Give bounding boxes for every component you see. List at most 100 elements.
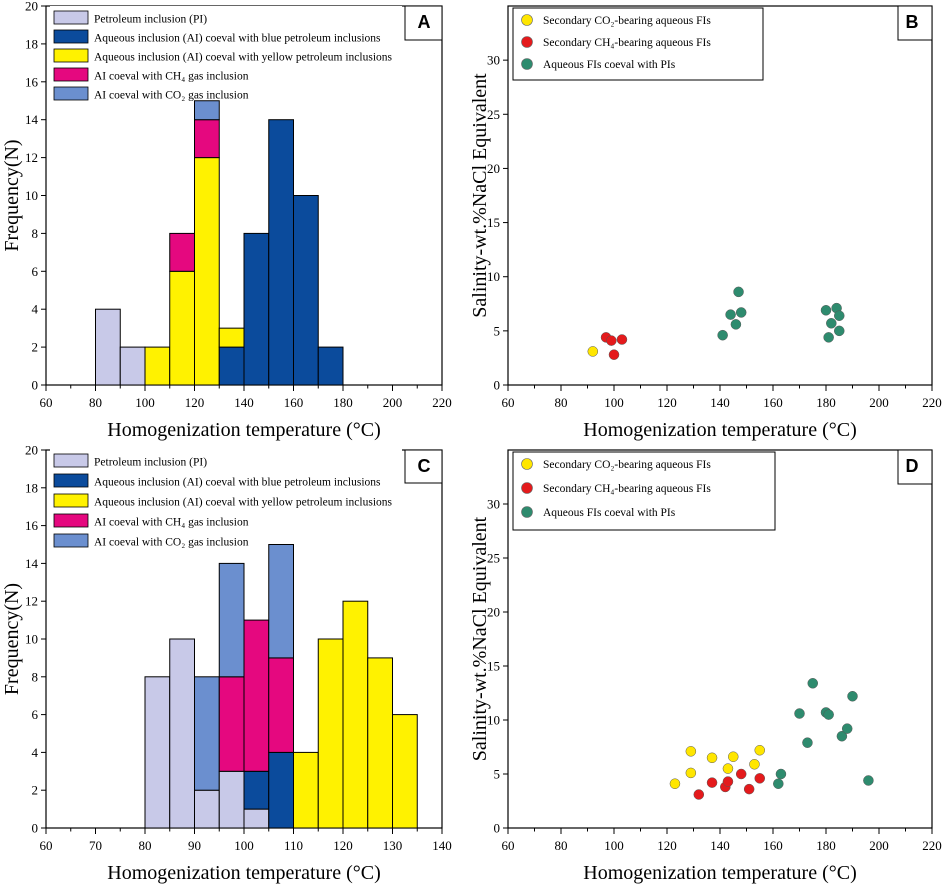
scatter-point xyxy=(685,767,697,779)
scatter-point xyxy=(823,709,834,720)
scatter-point xyxy=(775,768,787,780)
y-tick-label: 18 xyxy=(25,480,38,495)
legend-swatch xyxy=(53,513,89,528)
x-tick-label: 80 xyxy=(89,395,102,410)
legend-label: Secondary CH₄-bearing aqueous FIs xyxy=(543,37,711,49)
legend-marker xyxy=(521,482,533,494)
histogram-bar-segment xyxy=(317,638,344,829)
scatter-point xyxy=(834,310,845,321)
legend-swatch xyxy=(53,493,89,508)
legend-box xyxy=(50,6,402,105)
panel-letter-box xyxy=(404,449,443,484)
panel-letter-box xyxy=(897,5,933,41)
scatter-point xyxy=(773,778,784,789)
y-tick-label: 8 xyxy=(32,669,39,684)
x-tick-label: 60 xyxy=(40,395,53,410)
panel-letter: D xyxy=(906,456,919,476)
histogram-bar-segment xyxy=(268,544,294,659)
scatter-point xyxy=(754,744,765,756)
legend-marker xyxy=(521,458,533,470)
legend-marker xyxy=(521,506,533,518)
scatter-point xyxy=(826,318,837,329)
legend-swatch xyxy=(53,86,89,101)
x-tick-label: 140 xyxy=(710,838,730,853)
panel-letter: B xyxy=(906,12,919,32)
y-tick-label: 15 xyxy=(487,215,500,230)
legend-label: Secondary CO₂-bearing aqueous FIs xyxy=(543,15,711,27)
scatter-point xyxy=(728,751,739,762)
x-axis-label: Homogenization temperature (°C) xyxy=(583,862,856,884)
histogram-bar-segment xyxy=(169,638,195,829)
x-tick-label: 140 xyxy=(710,395,730,410)
legend-label: Secondary CH₄-bearing aqueous FIs xyxy=(543,483,711,495)
scatter-point xyxy=(823,332,834,343)
histogram-bar-segment xyxy=(169,232,195,272)
y-tick-label: 4 xyxy=(32,745,39,760)
y-axis-label: Salinity-wt.%NaCl Equivalent xyxy=(469,516,491,761)
y-tick-label: 18 xyxy=(25,36,38,51)
y-tick-label: 30 xyxy=(487,497,500,512)
scatter-point xyxy=(616,334,628,345)
legend-swatch xyxy=(53,67,89,82)
scatter-point xyxy=(608,349,620,360)
legend-label: Aqueous inclusion (AI) coeval with blue … xyxy=(94,33,381,45)
y-tick-label: 6 xyxy=(32,707,39,722)
histogram-bar-segment xyxy=(194,100,220,121)
y-tick-label: 0 xyxy=(494,378,501,393)
histogram-bar-segment xyxy=(169,270,195,386)
panel-a-histogram: 60 80 100 120 140 160 180 200 220 0 2 4 6 8 10 12 14 16 18… xyxy=(1,0,452,441)
legend-label: Secondary CO₂-bearing aqueous FIs xyxy=(543,459,711,471)
y-tick-label: 5 xyxy=(494,323,501,338)
legend-label: Petroleum inclusion (PI) xyxy=(94,457,207,469)
x-tick-label: 120 xyxy=(333,838,353,853)
y-tick-label: 10 xyxy=(25,188,38,203)
legend-label: Aqueous FIs coeval with PIs xyxy=(543,59,676,71)
y-tick-label: 0 xyxy=(32,378,39,393)
y-tick-label: 10 xyxy=(25,632,38,647)
scatter-point xyxy=(794,708,805,719)
x-tick-label: 180 xyxy=(816,395,836,410)
x-tick-label: 120 xyxy=(657,838,677,853)
y-tick-label: 20 xyxy=(487,161,500,176)
legend-swatch xyxy=(53,473,89,488)
y-tick-label: 25 xyxy=(487,107,500,122)
scatter-point xyxy=(730,319,742,330)
y-axis-label: Salinity-wt.%NaCl Equivalent xyxy=(469,73,491,318)
scatter-point xyxy=(802,737,813,748)
scatter-point xyxy=(706,777,718,788)
panel-letter: A xyxy=(418,12,431,32)
scatter-point xyxy=(693,789,705,800)
y-tick-label: 6 xyxy=(32,264,39,279)
scatter-point xyxy=(587,346,599,357)
histogram-bar-segment xyxy=(144,676,171,829)
scatter-point xyxy=(749,759,760,770)
scatter-point xyxy=(733,286,744,298)
y-tick-label: 20 xyxy=(25,0,38,14)
scatter-point xyxy=(820,305,832,316)
y-tick-label: 16 xyxy=(25,74,39,89)
x-tick-label: 220 xyxy=(922,395,942,410)
histogram-bar-segment xyxy=(218,676,245,772)
histogram-bar-segment xyxy=(293,195,319,386)
histogram-bar-segment xyxy=(268,657,294,753)
scatter-point xyxy=(836,730,848,742)
legend-swatch xyxy=(53,453,89,468)
x-tick-label: 180 xyxy=(333,395,353,410)
histogram-bar-segment xyxy=(392,714,418,829)
scatter-point xyxy=(735,768,747,780)
x-tick-label: 200 xyxy=(383,395,403,410)
x-tick-label: 100 xyxy=(234,838,254,853)
x-tick-label: 80 xyxy=(139,838,152,853)
scatter-point xyxy=(743,783,755,795)
legend-swatch xyxy=(53,533,89,548)
y-tick-label: 12 xyxy=(25,594,38,609)
scatter-point xyxy=(706,752,718,764)
legend-label: Aqueous inclusion (AI) coeval with blue … xyxy=(94,477,381,489)
scatter-point xyxy=(841,723,853,734)
x-tick-label: 100 xyxy=(604,395,624,410)
legend-box xyxy=(50,449,402,553)
x-tick-label: 60 xyxy=(502,838,515,853)
legend-label: Aqueous FIs coeval with PIs xyxy=(543,507,676,519)
histogram-bar-segment xyxy=(243,770,270,810)
x-tick-label: 60 xyxy=(40,838,53,853)
